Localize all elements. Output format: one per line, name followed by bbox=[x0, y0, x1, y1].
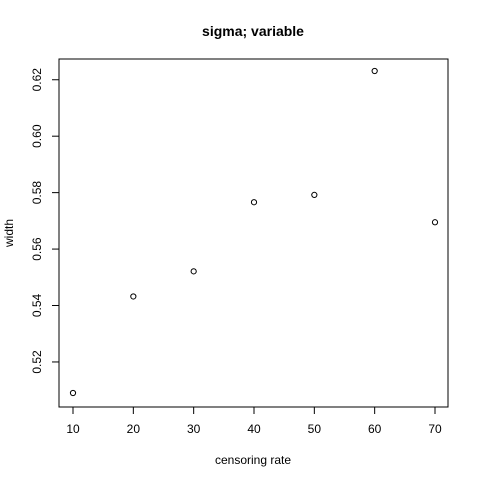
data-point bbox=[431, 219, 439, 226]
data-point bbox=[69, 389, 77, 397]
y-axis: 0.52 0.54 0.56 0.58 0.60 0.62 bbox=[30, 68, 60, 374]
data-point bbox=[311, 191, 318, 198]
x-tick-label: 40 bbox=[247, 422, 261, 436]
y-tick-label: 0.56 bbox=[30, 237, 44, 261]
x-tick-label: 20 bbox=[127, 422, 141, 436]
y-tick-label: 0.62 bbox=[30, 68, 44, 92]
y-axis-label: width bbox=[2, 219, 16, 248]
data-point bbox=[250, 199, 258, 206]
y-tick-label: 0.52 bbox=[30, 350, 44, 374]
data-point bbox=[130, 293, 137, 300]
x-tick-label: 60 bbox=[368, 422, 382, 436]
y-tick-label: 0.54 bbox=[30, 294, 44, 318]
x-tick-label: 30 bbox=[187, 422, 201, 436]
x-tick-label: 50 bbox=[308, 422, 322, 436]
data-point bbox=[190, 268, 197, 275]
x-tick-label: 10 bbox=[66, 422, 80, 436]
data-points bbox=[69, 67, 439, 397]
data-point bbox=[371, 67, 378, 75]
x-axis-label: censoring rate bbox=[215, 453, 291, 467]
x-axis: 10 20 30 40 50 60 70 bbox=[66, 406, 442, 436]
y-tick-label: 0.60 bbox=[30, 124, 44, 148]
chart-title: sigma; variable bbox=[202, 23, 304, 39]
x-tick-label: 70 bbox=[428, 422, 442, 436]
y-tick-label: 0.58 bbox=[30, 181, 44, 205]
